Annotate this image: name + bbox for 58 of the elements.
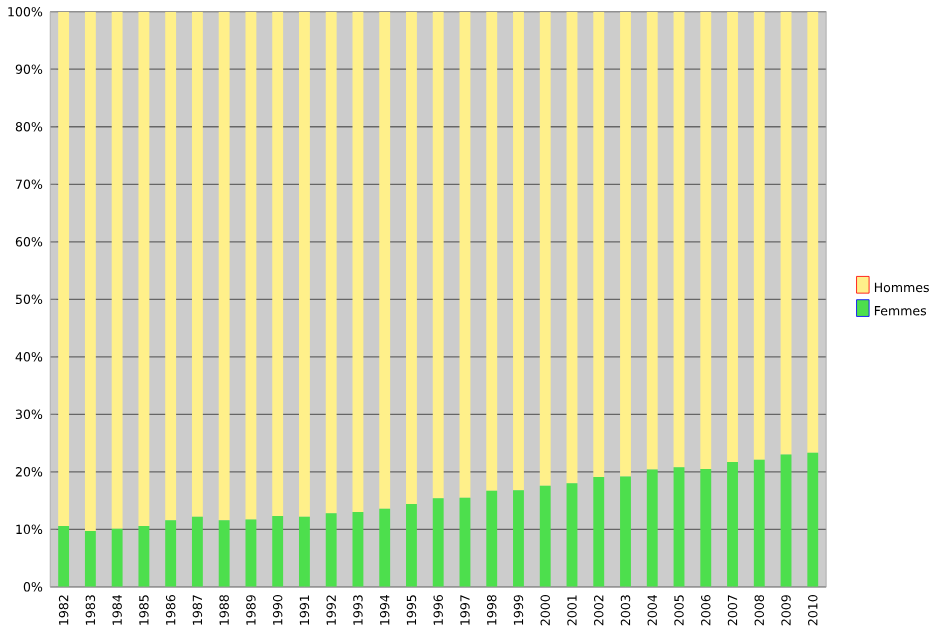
bar (646, 12, 658, 470)
bar (486, 491, 498, 588)
bar (620, 12, 631, 477)
bar (593, 477, 605, 588)
bar (646, 469, 658, 588)
bar (298, 12, 310, 518)
bar (673, 12, 685, 468)
bar (84, 12, 96, 532)
bar (727, 462, 738, 588)
bar (165, 520, 177, 588)
bar (486, 12, 498, 492)
bar (539, 486, 551, 588)
bar (539, 12, 551, 487)
bar (298, 517, 310, 588)
bar (673, 467, 685, 588)
bar (566, 483, 578, 588)
bar (58, 526, 70, 588)
bar (727, 12, 738, 463)
bar (700, 469, 712, 588)
bar (620, 476, 631, 588)
bar (352, 12, 364, 513)
bar (325, 12, 337, 514)
bar (432, 12, 444, 499)
bar (191, 517, 203, 588)
bar (58, 12, 70, 527)
bar (84, 531, 96, 588)
bar (432, 498, 444, 588)
bar (165, 12, 177, 521)
bar (379, 12, 391, 510)
bar (111, 529, 123, 588)
bar (700, 12, 712, 470)
bar (807, 12, 819, 454)
bar (753, 460, 765, 588)
bar (379, 509, 391, 588)
bar (566, 12, 578, 484)
bar (325, 513, 337, 588)
bar (459, 12, 471, 499)
bar (352, 512, 364, 588)
bar (780, 12, 792, 455)
bar (111, 12, 123, 530)
bar (218, 12, 230, 521)
bar (459, 498, 471, 588)
bar (780, 454, 792, 588)
bar (807, 453, 819, 588)
bar (138, 526, 150, 588)
bar (593, 12, 605, 478)
bar (513, 12, 524, 491)
bar (245, 12, 257, 520)
bar (406, 504, 417, 588)
bar (272, 516, 284, 588)
bar (218, 520, 230, 588)
bar (272, 12, 284, 517)
bar (191, 12, 203, 518)
bar (406, 12, 417, 505)
bar (753, 12, 765, 461)
bar (245, 519, 257, 588)
bar (513, 490, 524, 588)
bar (138, 12, 150, 527)
